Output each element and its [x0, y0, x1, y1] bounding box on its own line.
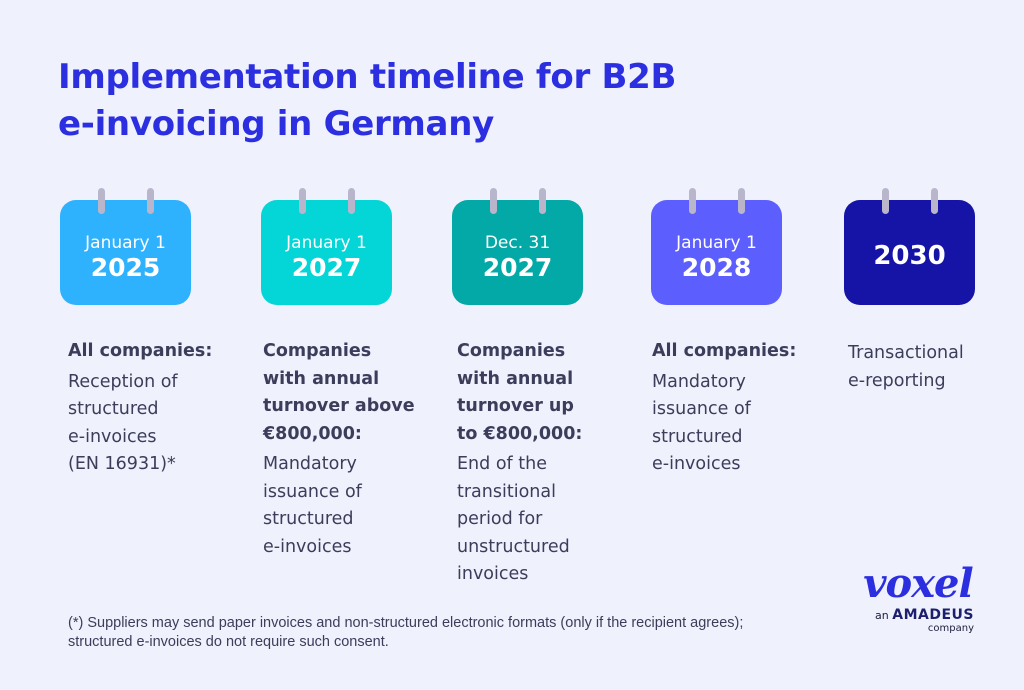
parent-company-name: AMADEUS	[892, 607, 974, 623]
milestone-description-2025: All companies: Reception of structured e…	[68, 338, 238, 479]
calendar-ring	[738, 188, 745, 214]
milestone-year: 2027	[482, 252, 553, 282]
milestone-body: Mandatory issuance of structured e-invoi…	[263, 454, 362, 557]
calendar-icon-2028: January 1 2028	[651, 188, 782, 305]
milestone-description-2030: Transactional e-reporting	[848, 340, 1018, 395]
milestone-year: 2025	[90, 252, 161, 282]
milestone-heading: Companies with annual turnover up to €80…	[457, 341, 583, 444]
calendar-icon-2027-jan: January 1 2027	[261, 188, 392, 305]
logo-suffix: company	[927, 623, 974, 634]
milestone-year: 2030	[873, 240, 946, 271]
calendar-ring	[689, 188, 696, 214]
calendar-ring	[931, 188, 938, 214]
milestone-year: 2027	[291, 252, 362, 282]
milestone-date: Dec. 31	[484, 232, 551, 253]
milestone-heading: All companies:	[68, 341, 213, 361]
footnote: (*) Suppliers may send paper invoices an…	[68, 615, 744, 650]
milestone-year: 2028	[681, 252, 752, 282]
milestone-date: January 1	[286, 232, 367, 253]
milestone-heading: All companies:	[652, 341, 797, 361]
milestone-body: Mandatory issuance of structured e-invoi…	[652, 371, 751, 475]
milestone-body: Reception of structured e-invoices (EN 1…	[68, 371, 178, 475]
calendar-ring	[147, 188, 154, 214]
calendar-ring	[490, 188, 497, 214]
calendar-icon-2027-dec: Dec. 31 2027	[452, 188, 583, 305]
calendar-ring	[539, 188, 546, 214]
milestone-description-2028: All companies: Mandatory issuance of str…	[652, 338, 822, 479]
voxel-amadeus-logo: voxel an AMADEUS company	[848, 560, 988, 634]
calendar-icon-2025: January 1 2025	[60, 188, 191, 305]
calendar-ring	[299, 188, 306, 214]
milestone-date: January 1	[676, 232, 757, 253]
milestone-body: Transactional e-reporting	[848, 343, 964, 391]
page-title: Implementation timeline for B2B e-invoic…	[58, 57, 677, 144]
calendar-ring	[882, 188, 889, 214]
milestone-date: January 1	[85, 232, 166, 253]
brand-wordmark: voxel	[863, 560, 973, 607]
calendar-ring	[348, 188, 355, 214]
milestone-description-2027-jan: Companies with annual turnover above €80…	[263, 338, 433, 561]
parent-company-line: an AMADEUS	[848, 608, 974, 623]
logo-prefix: an	[875, 609, 889, 622]
milestone-heading: Companies with annual turnover above €80…	[263, 341, 415, 444]
milestone-description-2027-dec: Companies with annual turnover up to €80…	[457, 338, 627, 589]
milestone-body: End of the transitional period for unstr…	[457, 454, 570, 584]
calendar-icon-2030: 2030	[844, 188, 975, 305]
calendar-ring	[98, 188, 105, 214]
